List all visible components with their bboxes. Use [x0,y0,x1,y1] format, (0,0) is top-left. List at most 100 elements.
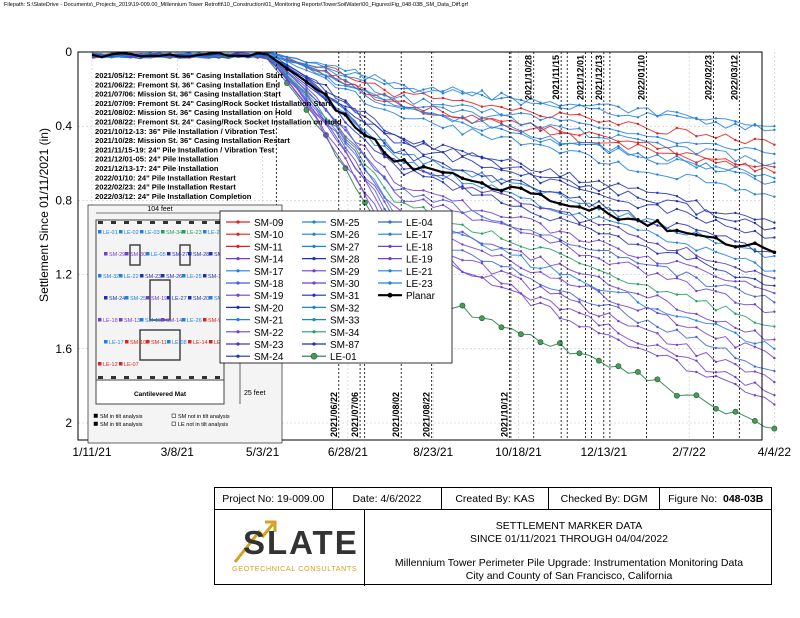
data-point-sm-33 [734,331,737,334]
data-point-sm-24 [714,211,718,215]
data-point-sm-29 [441,203,445,207]
data-point-sm-14 [714,275,718,278]
data-point-sm-26 [422,163,425,166]
data-point-sm-32 [675,154,679,158]
data-point-sm-30 [675,308,679,311]
data-point-le-23 [636,107,640,110]
data-point-sm-26 [773,254,776,258]
data-point-le-18 [773,393,776,397]
data-point-le-23 [773,125,776,128]
plan-marker-label: LE-23 [187,230,202,236]
data-point-sm-10 [480,105,484,108]
legend-label: SM-33 [330,316,360,327]
data-point-sm-10 [753,137,757,141]
width-label: 104 feet [147,206,172,213]
data-point-le-21 [617,160,620,163]
data-point-le-01 [674,392,680,399]
plan-marker-label: SM-28 [193,252,209,258]
data-point-sm-31 [578,195,581,199]
data-point-le-04 [344,126,347,129]
plan-marker-label: SM-29 [109,252,125,258]
data-point-sm-20 [539,175,542,179]
event-annotation: 2022/03/12: 24" Pile Installation Comple… [95,192,252,201]
legend-label: LE-01 [330,352,357,363]
data-point-sm-10 [734,138,737,142]
data-point-planar [577,205,582,209]
data-point-sm-21 [383,144,386,148]
perimeter-column [98,376,103,379]
data-point-le-19 [675,358,679,362]
data-point-sm-19 [480,261,484,265]
legend-marker-le-21 [388,269,392,273]
data-point-le-18 [500,282,503,285]
data-point-le-04 [734,286,737,289]
data-point-sm-24 [539,171,542,174]
data-point-sm-23 [773,277,776,280]
data-point-sm-31 [617,209,620,212]
data-point-le-18 [714,370,718,374]
perimeter-column [215,376,220,379]
data-point-sm-30 [597,275,601,278]
data-point-le-21 [714,181,718,184]
data-point-le-23 [500,91,503,95]
data-point-sm-32 [539,137,542,141]
plan-marker-label: LE-02 [124,230,139,236]
data-point-sm-17 [636,116,640,119]
y-tick-label: 2 [65,416,72,430]
data-point-sm-33 [675,315,679,318]
data-point-sm-25 [558,143,562,147]
data-point-planar [655,218,660,223]
data-point-sm-30 [461,230,464,234]
data-point-sm-09 [753,170,757,173]
data-point-le-21 [578,150,581,153]
data-point-sm-10 [617,123,620,127]
data-point-le-23 [344,69,347,73]
data-point-sm-23 [519,202,523,205]
data-point-sm-34 [519,245,523,248]
data-point-sm-27 [402,94,406,97]
data-point-sm-18 [656,325,659,329]
file-path: Filepath: S:\SlateDrive - Documents\_Pro… [4,2,468,8]
data-point-sm-29 [714,290,718,293]
data-point-le-23 [734,120,737,123]
plan-marker [104,340,108,344]
data-point-planar [538,192,543,196]
perimeter-column [150,376,155,379]
perimeter-column [124,376,129,379]
legend-marker-sm-32 [312,305,316,309]
legend-marker-le-23 [388,281,392,285]
data-point-sm-25 [617,146,620,150]
logo-subtitle: GEOTECHNICAL CONSULTANTS [232,564,358,573]
data-point-sm-31 [500,182,503,186]
data-point-sm-21 [656,234,659,237]
data-point-sm-32 [773,176,776,180]
data-point-sm-30 [753,329,757,332]
plan-marker [188,340,192,344]
data-point-sm-14 [558,230,562,233]
plan-marker [146,340,150,344]
data-point-sm-25 [675,158,679,161]
data-point-le-19 [363,194,367,197]
data-point-le-01 [713,405,719,412]
data-point-sm-31 [597,200,601,203]
legend-label: SM-29 [330,267,360,278]
event-annotation: 2022/02/23: 24" Pile Installation Restar… [95,183,236,192]
event-date-label: 2021/08/22 [422,392,432,437]
data-point-planar [304,80,309,84]
plan-marker [146,252,150,256]
data-point-sm-28 [695,216,698,220]
data-point-le-04 [441,198,445,202]
data-point-sm-10 [500,105,503,109]
axes: 0 0.4 0.8 1.2 1.6 2 1/11/21 3/8/21 5/3/21 6/28/21… [55,45,791,459]
data-point-le-04 [636,262,640,265]
data-point-sm-21 [441,177,445,181]
data-point-planar [675,228,679,233]
data-point-le-17 [656,141,659,144]
data-point-sm-34 [617,278,620,281]
data-point-le-04 [285,69,289,73]
figure-number-cell: Figure No: 048-03B [660,488,771,510]
data-point-sm-18 [597,304,601,307]
perimeter-column [202,221,207,224]
data-point-le-17 [344,83,347,86]
plan-marker-label: LE-26 [187,318,202,324]
